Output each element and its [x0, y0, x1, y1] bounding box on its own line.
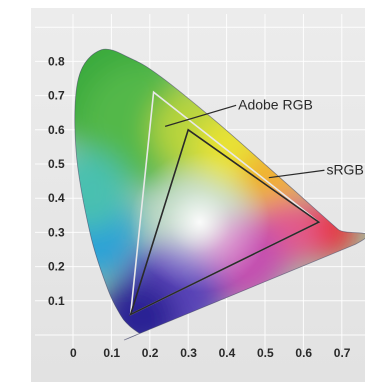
y-axis-ticks: 0.8 0.7 0.6 0.5 0.4 0.3 0.2 0.1 [48, 54, 65, 307]
y-tick-label: 0.6 [48, 123, 65, 137]
y-tick-label: 0.7 [48, 89, 65, 103]
annotations: Adobe RGB sRGB [164, 96, 364, 179]
x-tick-label: 0.5 [257, 346, 274, 360]
y-tick-label: 0.3 [48, 225, 65, 239]
x-tick-label: 0.2 [142, 346, 159, 360]
annotation-label: sRGB [326, 161, 363, 177]
x-tick-label: 0.1 [103, 346, 120, 360]
x-tick-label: 0.6 [295, 346, 312, 360]
y-tick-label: 0.2 [48, 260, 65, 274]
x-tick-label: 0.3 [180, 346, 197, 360]
y-tick-label: 0.8 [48, 54, 65, 68]
annotation-label: Adobe RGB [238, 96, 313, 112]
gamut-triangle-srgb [129, 128, 321, 317]
x-tick-label: 0.4 [219, 346, 236, 360]
spectral-locus-outline [74, 48, 365, 341]
annotation-leader-line [164, 104, 237, 127]
y-tick-label: 0.5 [48, 157, 65, 171]
y-tick-label: 0.4 [48, 191, 65, 205]
white-point-glow [129, 152, 270, 293]
y-tick-label: 0.1 [48, 294, 65, 308]
gamut-triangles [129, 90, 321, 317]
annotation-leader-line [268, 169, 325, 179]
spectral-locus [74, 48, 365, 341]
x-axis-ticks: 00.10.20.30.40.50.60.70. [70, 346, 351, 360]
x-tick-label: 0.7 [334, 346, 351, 360]
x-tick-label: 0 [70, 346, 77, 360]
